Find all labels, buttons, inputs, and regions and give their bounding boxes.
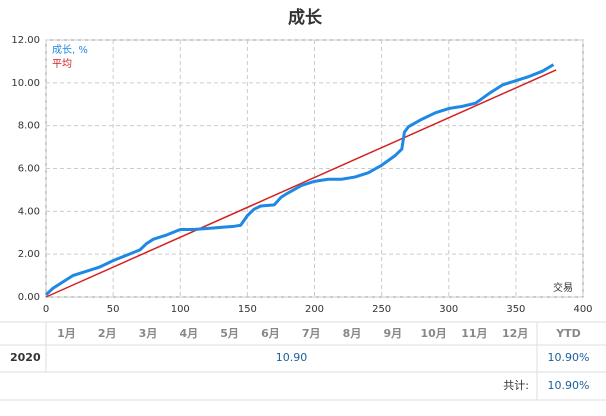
row-year: 2020 [10, 351, 41, 364]
table-header: YTD [555, 327, 581, 340]
series-line [45, 69, 557, 298]
y-tick-label: 10.00 [11, 78, 40, 89]
y-tick-label: 0.00 [18, 292, 40, 303]
chart-title: 成长 [288, 7, 323, 28]
x-tick-label: 100 [171, 304, 190, 315]
row-ytd: 10.90% [548, 351, 590, 364]
table-header: 1月 [57, 327, 76, 340]
table-header: 12月 [502, 327, 528, 340]
y-tick-label: 12.00 [11, 35, 40, 46]
legend-entry: 平均 [52, 58, 72, 70]
total-value: 10.90% [548, 379, 590, 392]
table-header: 2月 [98, 327, 117, 340]
table-header: 8月 [343, 327, 362, 340]
y-tick-label: 8.00 [18, 121, 40, 132]
table-header: 10月 [420, 327, 446, 340]
table-header: 6月 [261, 327, 280, 340]
x-tick-label: 200 [305, 304, 324, 315]
x-tick-label: 400 [573, 304, 592, 315]
y-tick-label: 2.00 [18, 249, 40, 260]
table-header: 5月 [220, 327, 239, 340]
series-line [44, 63, 555, 296]
x-tick-label: 350 [506, 304, 525, 315]
y-tick-label: 6.00 [18, 164, 40, 175]
x-tick-label: 150 [238, 304, 257, 315]
table-header: 11月 [461, 327, 487, 340]
table-header: 7月 [302, 327, 321, 340]
row-value: 10.90 [276, 351, 308, 364]
table-header: 9月 [383, 327, 402, 340]
table-header: 3月 [139, 327, 158, 340]
x-tick-label: 300 [439, 304, 458, 315]
table-header: 4月 [179, 327, 198, 340]
x-tick-label: 50 [107, 304, 120, 315]
total-label: 共计: [503, 379, 529, 392]
x-axis-label: 交易 [553, 281, 573, 294]
x-tick-label: 0 [43, 304, 49, 315]
legend-entry: 成长, % [52, 44, 88, 56]
x-tick-label: 250 [372, 304, 391, 315]
y-tick-label: 4.00 [18, 206, 40, 217]
